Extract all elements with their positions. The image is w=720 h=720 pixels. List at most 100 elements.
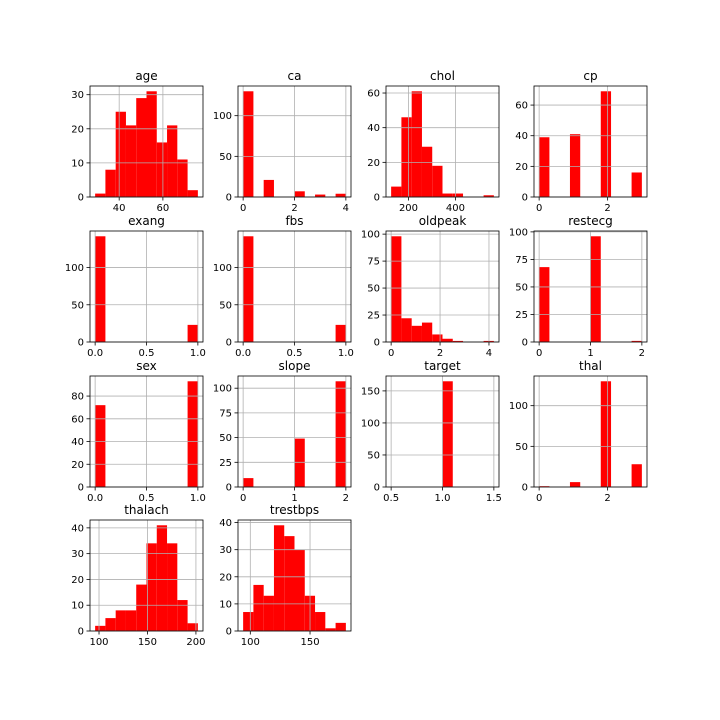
bar [284, 536, 295, 631]
subplot: 0.5 1.0 1.5 0 50 100 150 target [361, 359, 502, 504]
subplot: 0 1 2 0 25 50 75 100 slope [213, 359, 352, 504]
bar [167, 125, 178, 197]
bar [115, 111, 126, 197]
x-tick-label: 1.0 [338, 348, 354, 359]
x-tick-label: 2 [604, 203, 610, 214]
bar [263, 179, 274, 197]
bar [442, 193, 453, 197]
x-tick-label: 2 [604, 493, 610, 504]
y-tick-label: 0 [78, 627, 84, 638]
x-tick-label: 0.5 [287, 348, 303, 359]
x-tick-label: 2 [639, 348, 645, 359]
bar [136, 584, 147, 631]
bar [590, 236, 601, 342]
y-tick-label: 20 [71, 124, 84, 135]
y-tick-label: 60 [367, 89, 380, 100]
y-tick-label: 40 [515, 131, 528, 142]
y-tick-label: 50 [71, 300, 84, 311]
y-tick-label: 50 [367, 450, 380, 461]
bar [421, 322, 433, 342]
bar [187, 324, 198, 342]
x-tick-label: 1 [587, 348, 593, 359]
subplot-title: fbs [285, 214, 303, 228]
x-tick-label: 150 [138, 637, 157, 648]
bar [539, 267, 550, 342]
x-tick-label: 150 [300, 637, 319, 648]
y-tick-label: 20 [515, 162, 528, 173]
y-tick-label: 100 [361, 230, 380, 241]
axes-frame [533, 230, 648, 343]
x-tick-label: 0 [240, 493, 246, 504]
x-tick-label: 4 [486, 348, 492, 359]
y-tick-label: 30 [71, 90, 84, 101]
bar [483, 195, 494, 197]
x-tick-label: 2 [291, 203, 297, 214]
subplot: 0.0 0.5 1.0 0 50 100 exang [65, 214, 206, 359]
axes-frame [89, 230, 204, 343]
x-tick-label: 100 [241, 637, 260, 648]
subplot-title: chol [430, 69, 455, 83]
subplot: 0 1 2 0 25 50 75 100 restecg [509, 214, 648, 359]
y-tick-label: 50 [219, 152, 232, 163]
y-tick-label: 25 [515, 310, 528, 321]
bar [452, 193, 464, 197]
y-tick-label: 0 [226, 483, 232, 494]
x-tick-label: 0 [536, 203, 542, 214]
x-tick-label: 0.0 [235, 348, 251, 359]
bar [146, 543, 157, 631]
y-tick-label: 50 [367, 284, 380, 295]
y-tick-label: 0 [374, 338, 380, 349]
y-tick-label: 10 [219, 599, 232, 610]
axes-frame [237, 85, 352, 198]
bar [294, 438, 305, 487]
x-tick-label: 0.0 [87, 493, 103, 504]
x-tick-label: 100 [89, 637, 108, 648]
bar [569, 134, 581, 197]
bar [125, 125, 137, 197]
bar [335, 622, 346, 631]
bar [125, 610, 137, 631]
subplot-title: sex [136, 359, 157, 373]
subplot: 0.0 0.5 1.0 0 50 100 fbs [213, 214, 354, 359]
x-tick-label: 60 [157, 203, 170, 214]
y-tick-label: 30 [71, 549, 84, 560]
x-tick-label: 0.0 [87, 348, 103, 359]
y-tick-label: 0 [374, 483, 380, 494]
bar [156, 525, 168, 631]
x-tick-label: 1 [291, 493, 297, 504]
y-tick-label: 0 [522, 193, 528, 204]
bar [243, 478, 254, 487]
subplot-title: ca [288, 69, 302, 83]
y-tick-label: 50 [219, 300, 232, 311]
bar [569, 482, 581, 487]
axes-frame [385, 85, 500, 198]
y-tick-label: 80 [71, 392, 84, 403]
y-tick-label: 0 [226, 338, 232, 349]
bar [401, 318, 412, 342]
y-tick-label: 20 [71, 460, 84, 471]
bar [177, 600, 188, 631]
y-tick-label: 100 [509, 227, 528, 238]
bar [315, 194, 326, 197]
bar [600, 91, 612, 197]
y-tick-label: 100 [361, 418, 380, 429]
y-tick-label: 10 [71, 158, 84, 169]
bar [315, 612, 326, 631]
subplot: 100 150 200 0 10 20 30 40 thalach [71, 503, 205, 648]
x-tick-label: 0.5 [139, 348, 155, 359]
x-tick-label: 1.0 [435, 493, 451, 504]
bar [539, 486, 550, 487]
y-tick-label: 10 [71, 601, 84, 612]
bar [452, 340, 464, 342]
bar [411, 325, 422, 342]
x-tick-label: 1.5 [486, 493, 502, 504]
subplot: 0 2 4 0 50 100 ca [213, 69, 352, 214]
bar [95, 193, 106, 197]
axes-frame [237, 230, 352, 343]
bar [146, 91, 157, 197]
subplot-title: slope [279, 359, 311, 373]
subplot-title: restecg [568, 214, 613, 228]
bar [95, 625, 106, 631]
y-tick-label: 25 [219, 458, 232, 469]
